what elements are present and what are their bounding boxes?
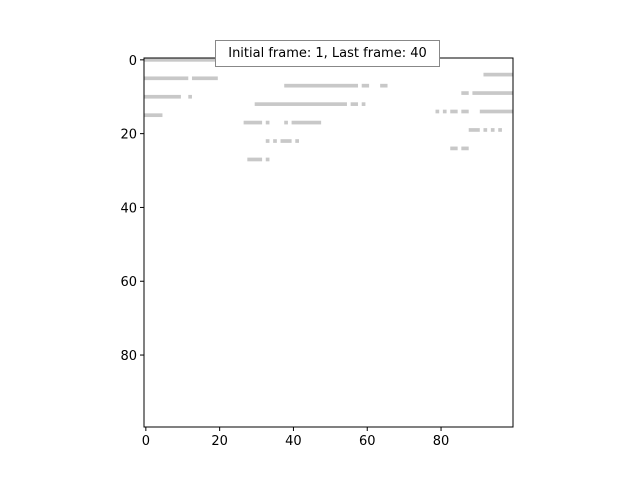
x-axis: 0 20 40 60 80 [142, 427, 450, 449]
y-axis: 0 20 40 60 80 [120, 54, 144, 364]
heatmap-cell-run [284, 83, 359, 88]
heatmap-cell-run [291, 120, 322, 125]
heatmap-cell-run [247, 157, 263, 162]
heatmap-cell-run [144, 94, 181, 99]
plot-area [144, 58, 513, 427]
heatmap-cell-run [461, 109, 469, 114]
heatmap-cell-run [265, 120, 270, 125]
heatmap-cell-run [450, 109, 458, 114]
x-tick-label: 60 [359, 434, 376, 449]
heatmap-cell-run [435, 109, 440, 114]
x-tick-label: 40 [285, 434, 302, 449]
y-tick-label: 60 [120, 275, 137, 290]
heatmap-cell-run [442, 109, 447, 114]
heatmap-cell-run [472, 91, 513, 95]
heatmap-cell-run [191, 76, 218, 81]
heatmap-cell-run [284, 120, 288, 125]
heatmap-cell-run [188, 94, 192, 99]
heatmap-cell-run [243, 120, 263, 125]
heatmap-cell-run [273, 139, 277, 143]
heatmap-cell-run [461, 91, 469, 95]
heatmap-cell-run [144, 58, 237, 62]
x-tick-label: 20 [211, 434, 228, 449]
heatmap-cell-run [361, 83, 370, 88]
heatmap-cell-run [479, 109, 513, 114]
y-tick-label: 20 [120, 128, 137, 143]
y-tick-label: 80 [120, 349, 137, 364]
heatmap-cell-run [350, 102, 359, 106]
heatmap-cell-run [265, 157, 270, 162]
x-tick-label: 0 [142, 434, 150, 449]
frame-annotation: Initial frame: 1, Last frame: 40 [215, 40, 440, 67]
heatmap-cell-run [461, 146, 469, 151]
x-tick-label: 80 [433, 434, 450, 449]
y-tick-label: 40 [120, 201, 137, 216]
heatmap-cell-run [144, 76, 189, 81]
y-tick-label: 0 [129, 54, 137, 69]
heatmap-cell-run [380, 83, 388, 88]
heatmap-cell-run [483, 72, 513, 77]
heatmap-cell-run [280, 139, 292, 143]
heatmap-cell-run [490, 128, 495, 132]
heatmap-cell-run [483, 128, 488, 132]
heatmap-cell-run [265, 139, 270, 143]
heatmap-cell-run [361, 102, 366, 106]
heatmap-cell-run [295, 139, 299, 143]
marks-layer [144, 58, 513, 162]
heatmap-cell-run [450, 146, 458, 151]
heatmap-cell-run [144, 113, 163, 118]
frame-annotation-text: Initial frame: 1, Last frame: 40 [228, 46, 427, 61]
heatmap-cell-run [468, 128, 480, 132]
heatmap-cell-run [498, 128, 502, 132]
heatmap-cell-run [254, 102, 347, 106]
